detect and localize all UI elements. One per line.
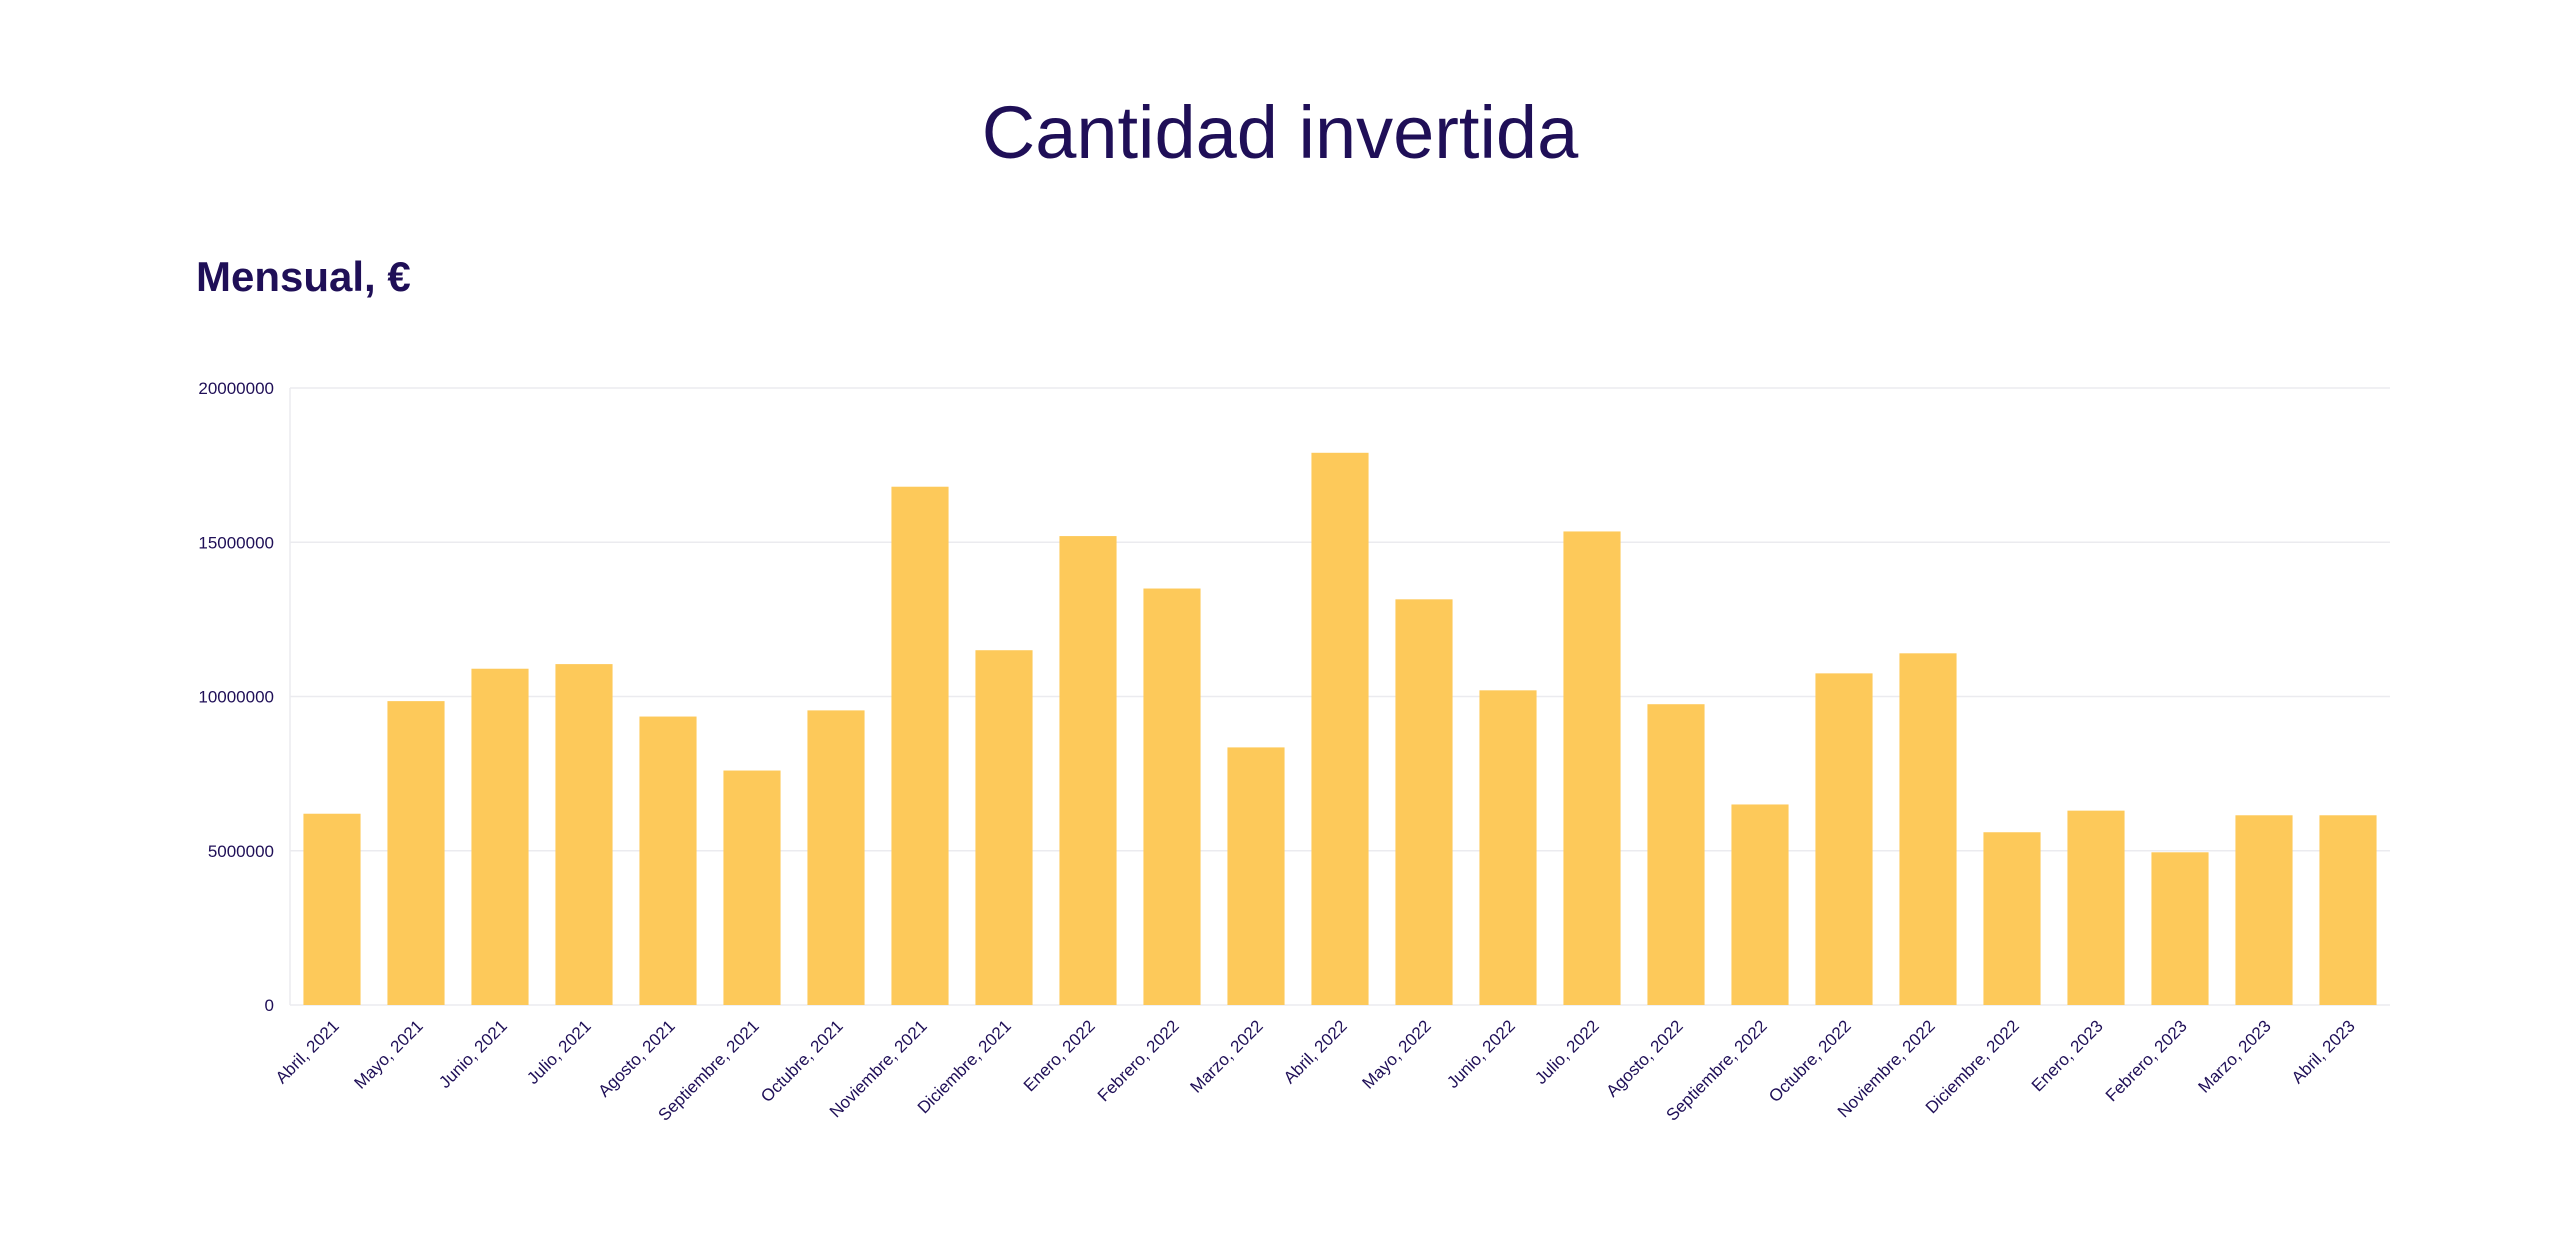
page-title: Cantidad invertida (981, 91, 1579, 174)
bar (303, 813, 361, 1005)
x-tick-label: Mayo, 2022 (1359, 1016, 1435, 1092)
bar (1563, 531, 1621, 1005)
x-tick-label: Abril, 2022 (1280, 1016, 1351, 1087)
x-tick-label: Junio, 2021 (435, 1016, 511, 1092)
y-tick-label: 0 (265, 996, 274, 1015)
bar (555, 664, 613, 1005)
bar (1731, 804, 1789, 1005)
bar (1311, 452, 1369, 1005)
x-tick-label: Julio, 2022 (1531, 1016, 1603, 1088)
bar (1479, 690, 1537, 1005)
y-tick-label: 15000000 (198, 533, 274, 552)
x-tick-label: Marzo, 2023 (2195, 1016, 2275, 1096)
bar (891, 486, 949, 1006)
bar (639, 716, 697, 1005)
x-tick-label: Febrero, 2023 (2102, 1016, 2191, 1105)
x-tick-label: Julio, 2021 (523, 1016, 595, 1088)
bar (807, 710, 865, 1005)
bar (1395, 599, 1453, 1005)
bar (1143, 588, 1201, 1005)
x-tick-label: Octubre, 2021 (757, 1016, 847, 1106)
y-tick-label: 5000000 (208, 842, 274, 861)
x-tick-label: Octubre, 2022 (1765, 1016, 1855, 1106)
x-tick-label: Abril, 2021 (272, 1016, 343, 1087)
bar (2151, 852, 2209, 1005)
bar (2235, 815, 2293, 1005)
x-axis-ticks: Abril, 2021 Mayo, 2021 Junio, 2021 Julio, 2… (272, 1016, 2359, 1124)
x-tick-label: Junio, 2022 (1443, 1016, 1519, 1092)
x-tick-label: Febrero, 2022 (1094, 1016, 1183, 1105)
bar (2319, 815, 2377, 1005)
x-tick-label: Marzo, 2022 (1187, 1016, 1267, 1096)
y-tick-label: 10000000 (198, 688, 274, 707)
bar (387, 701, 445, 1005)
bar (1899, 653, 1957, 1005)
bar (1227, 747, 1285, 1005)
bar (471, 668, 529, 1005)
x-tick-label: Mayo, 2021 (351, 1016, 427, 1092)
bar (1647, 704, 1705, 1005)
y-tick-label: 20000000 (198, 379, 274, 398)
y-axis-ticks: 0 5000000 10000000 15000000 20000000 (198, 379, 274, 1015)
bars (303, 452, 2377, 1006)
bar (975, 650, 1033, 1005)
bar (1815, 673, 1873, 1005)
chart-subtitle: Mensual, € (196, 253, 411, 300)
x-tick-label: Agosto, 2021 (595, 1016, 679, 1100)
x-tick-label: Agosto, 2022 (1603, 1016, 1687, 1100)
x-tick-label: Abril, 2023 (2288, 1016, 2359, 1087)
bar (1059, 536, 1117, 1005)
bar (1983, 832, 2041, 1005)
x-tick-label: Enero, 2022 (1020, 1016, 1099, 1095)
x-tick-label: Enero, 2023 (2028, 1016, 2107, 1095)
bar (723, 770, 781, 1005)
bar (2067, 810, 2125, 1005)
